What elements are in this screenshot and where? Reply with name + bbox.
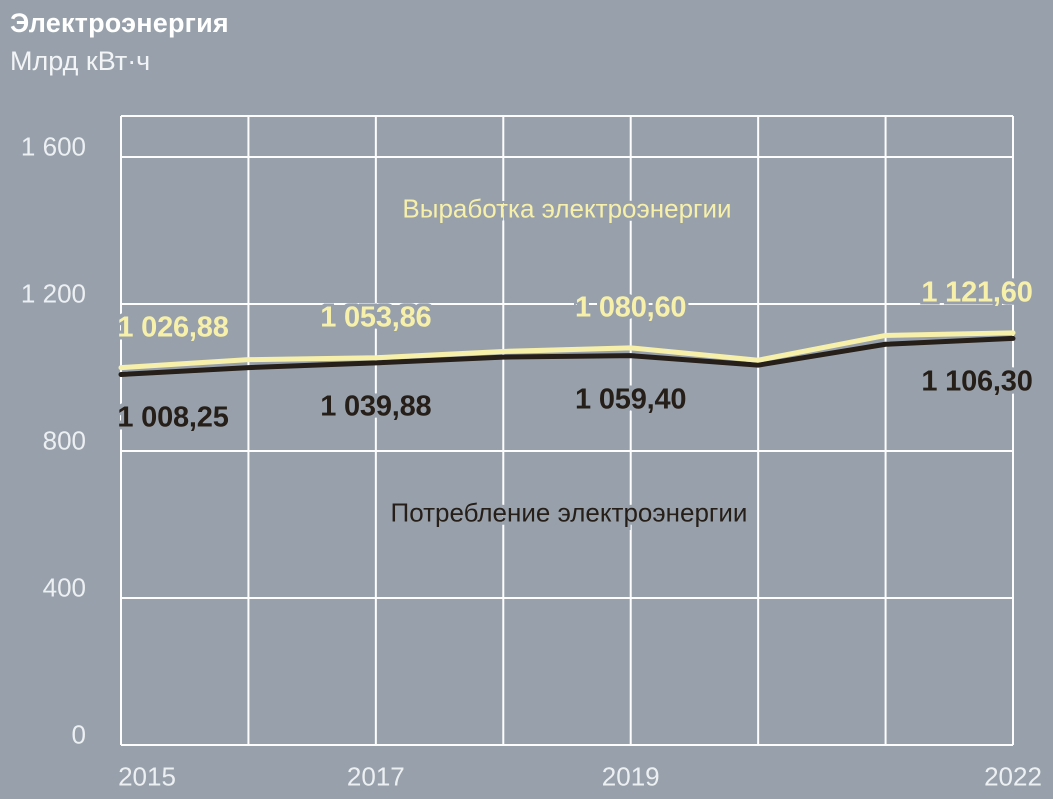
grid <box>120 115 1014 746</box>
consumption-line <box>118 335 1016 377</box>
generation-line <box>118 330 1016 371</box>
chart-units-subtitle: Млрд кВт·ч <box>10 46 151 76</box>
chart-title: Электроэнергия <box>10 8 229 38</box>
series-lines <box>118 330 1016 377</box>
